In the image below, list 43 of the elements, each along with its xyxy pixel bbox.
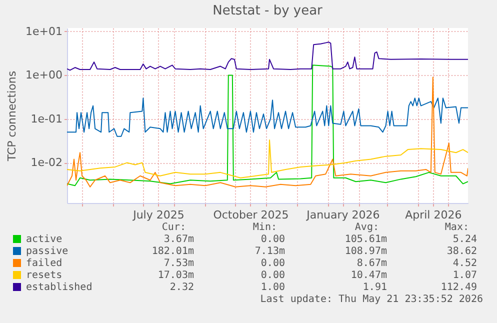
text: 1.91 bbox=[362, 282, 387, 294]
text: 7.13m bbox=[254, 246, 285, 258]
text: 10.47m bbox=[350, 270, 387, 282]
text: 7.53m bbox=[164, 258, 194, 270]
line-series bbox=[67, 98, 468, 137]
text: 38.62 bbox=[446, 246, 477, 258]
text: 1.00 bbox=[260, 282, 285, 294]
text: Min: bbox=[252, 222, 277, 234]
text: Cur: bbox=[162, 222, 186, 234]
text: 1.07 bbox=[452, 270, 477, 282]
text: 17.03m bbox=[158, 270, 194, 282]
text: 5.24 bbox=[452, 234, 477, 246]
line-series bbox=[67, 42, 468, 71]
line-series bbox=[67, 140, 468, 178]
x-tick-label: April 2026 bbox=[405, 208, 462, 222]
legend-label: active bbox=[26, 234, 62, 245]
text: 112.49 bbox=[440, 282, 477, 294]
chart-title: Netstat - by year bbox=[212, 3, 324, 18]
text: 0.00 bbox=[260, 234, 285, 246]
text: 3.67m bbox=[164, 234, 194, 246]
x-tick-label: October 2025 bbox=[213, 208, 289, 222]
legend-label: established bbox=[26, 282, 92, 293]
text: 4.52 bbox=[452, 258, 477, 270]
text: Avg: bbox=[354, 222, 379, 234]
text: 0.00 bbox=[260, 270, 285, 282]
text: Max: bbox=[444, 222, 469, 234]
text: 0.00 bbox=[260, 258, 285, 270]
text: 182.01m bbox=[152, 246, 194, 258]
legend-label: passive bbox=[26, 246, 68, 257]
text: 2.32 bbox=[170, 282, 194, 294]
y-tick-label: 1e+00 bbox=[26, 68, 62, 82]
legend-label: resets bbox=[26, 270, 62, 281]
y-tick-label: 1e-01 bbox=[30, 112, 62, 126]
text: 8.67m bbox=[356, 258, 387, 270]
text: Last update: Thu May 21 23:35:52 2026 bbox=[260, 294, 483, 306]
x-tick-label: July 2025 bbox=[132, 208, 184, 222]
legend-label: failed bbox=[26, 258, 62, 269]
text: 108.97m bbox=[344, 246, 387, 258]
text: 105.61m bbox=[344, 234, 387, 246]
x-tick-label: January 2026 bbox=[306, 208, 380, 222]
y-axis-title: TCP connections bbox=[6, 70, 19, 162]
y-tick-label: 1e+01 bbox=[26, 24, 62, 38]
y-tick-label: 1e-02 bbox=[30, 156, 62, 170]
